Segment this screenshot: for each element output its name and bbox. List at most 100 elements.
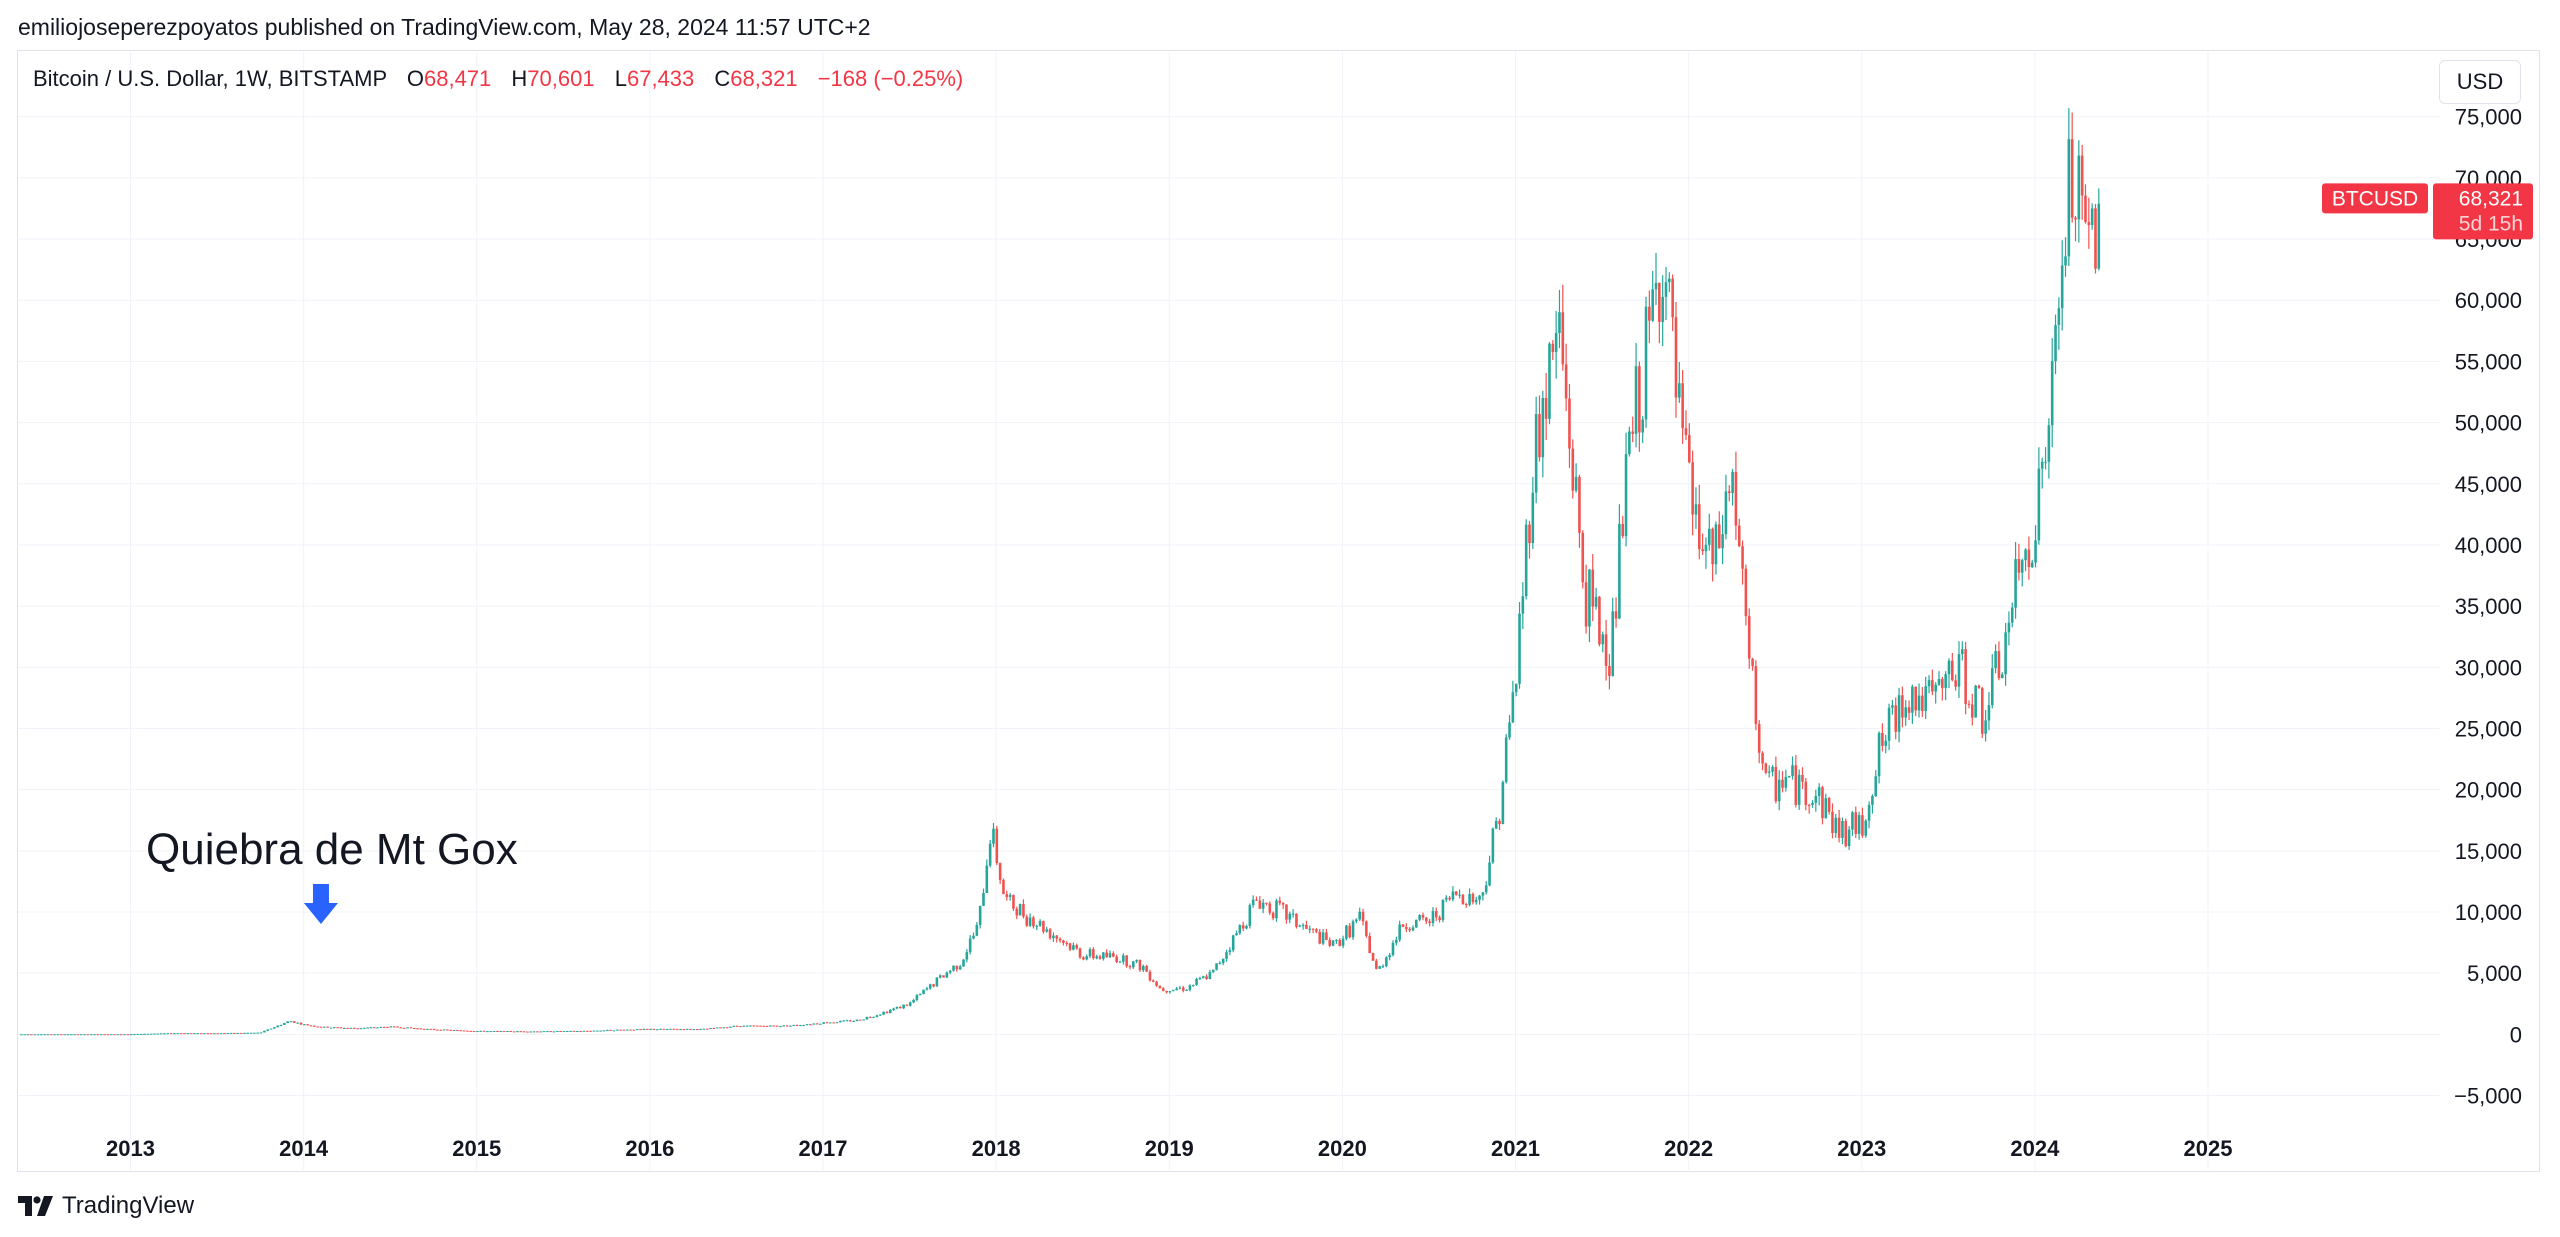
y-tick-label: 0 [2510,1022,2522,1047]
candle-body [595,1030,599,1032]
candle-body [799,1025,802,1027]
bar-countdown-label: 5d 15h [2459,212,2523,235]
candle-body [699,1028,702,1030]
candle-body [852,1020,855,1022]
candle-body [316,1026,319,1028]
candle-body [2060,265,2064,309]
legend-symbol[interactable]: Bitcoin / U.S. Dollar, 1W, BITSTAMP [33,66,387,91]
candle-body [1771,766,1774,772]
candle-body [975,924,979,936]
candle-body [962,959,965,967]
candle-body [193,1033,196,1035]
candle-body [1917,695,1921,711]
candle-body [1574,476,1578,491]
candle-body [1571,448,1575,491]
candle-body [689,1028,692,1030]
footer-brand[interactable]: TradingView [18,1192,194,1220]
candle-body [622,1029,626,1031]
candle-body [1228,950,1232,953]
candle-body [246,1032,250,1034]
candle-body [259,1032,263,1034]
chart-frame[interactable] [17,50,2540,1172]
candle-body [1048,929,1052,939]
candle-body [1980,688,1984,734]
candle-body [362,1027,366,1029]
candle-body [2020,560,2024,573]
candle-body [922,989,925,994]
candle-body [1644,306,1648,420]
candle-body [1591,569,1595,607]
legend-low: 67,433 [626,66,695,91]
candle-body [356,1028,359,1030]
candle-body [2000,674,2004,679]
candle-body [1258,900,1262,909]
currency-button[interactable]: USD [2439,60,2521,104]
symbol-price-tag[interactable] [2322,183,2428,214]
tradingview-logo-icon [18,1196,53,1216]
candle-body [945,972,949,978]
candle-body [715,1027,719,1029]
last-price-tag[interactable] [2433,183,2533,240]
candle-body [2074,217,2077,220]
candle-body [1777,779,1781,802]
candle-body [1691,462,1694,515]
candle-body [93,1034,96,1036]
candle-body [153,1033,156,1035]
candle-body [559,1031,562,1033]
candle-body [322,1026,326,1028]
candle-body [849,1020,852,1022]
candle-body [419,1028,423,1030]
candle-body [659,1028,662,1030]
candle-body [1494,820,1498,829]
candle-body [149,1033,153,1035]
candle-body [1401,924,1405,927]
candle-body [576,1031,579,1033]
candle-body [1681,383,1684,429]
candle-body [346,1027,349,1029]
candle-body [412,1027,416,1029]
candle-body [2044,461,2047,463]
candle-body [1614,611,1618,619]
candle-body [293,1021,296,1023]
candle-body [1817,787,1821,796]
candle-body [1827,798,1831,812]
candle-body [99,1034,103,1036]
candle-body [432,1028,436,1030]
candle-body [1841,820,1844,838]
candle-body [779,1026,782,1028]
candle-body [1338,939,1342,946]
candle-body [1774,766,1778,802]
candle-body [86,1034,90,1036]
candle-body [1042,921,1045,932]
candle-body [399,1027,403,1029]
candle-body [1411,927,1415,931]
candle-body [426,1028,429,1030]
candle-body [243,1032,246,1034]
y-tick-label: 20,000 [2455,778,2522,803]
candle-body [76,1034,80,1036]
candle-body [589,1030,592,1032]
candle-body [1375,960,1378,969]
x-tick-label: 2018 [972,1136,1021,1161]
candle-body [829,1022,832,1024]
candle-body [662,1028,666,1030]
candle-body [1181,987,1185,991]
candle-body [1761,752,1764,764]
candle-body [446,1029,449,1031]
candle-body [2004,632,2007,675]
candle-body [2057,308,2061,326]
candle-body [615,1029,619,1031]
candle-body [612,1030,616,1032]
candle-body [1095,956,1098,959]
candle-body [1418,915,1421,920]
candle-body [119,1034,123,1036]
candle-body [1807,804,1811,806]
candle-body [955,965,959,970]
candle-body [695,1029,699,1031]
candle-body [2064,256,2067,266]
candle-body [199,1033,203,1035]
candle-body [1345,925,1348,939]
candle-body [1737,525,1741,547]
candle-body [1954,680,1957,687]
